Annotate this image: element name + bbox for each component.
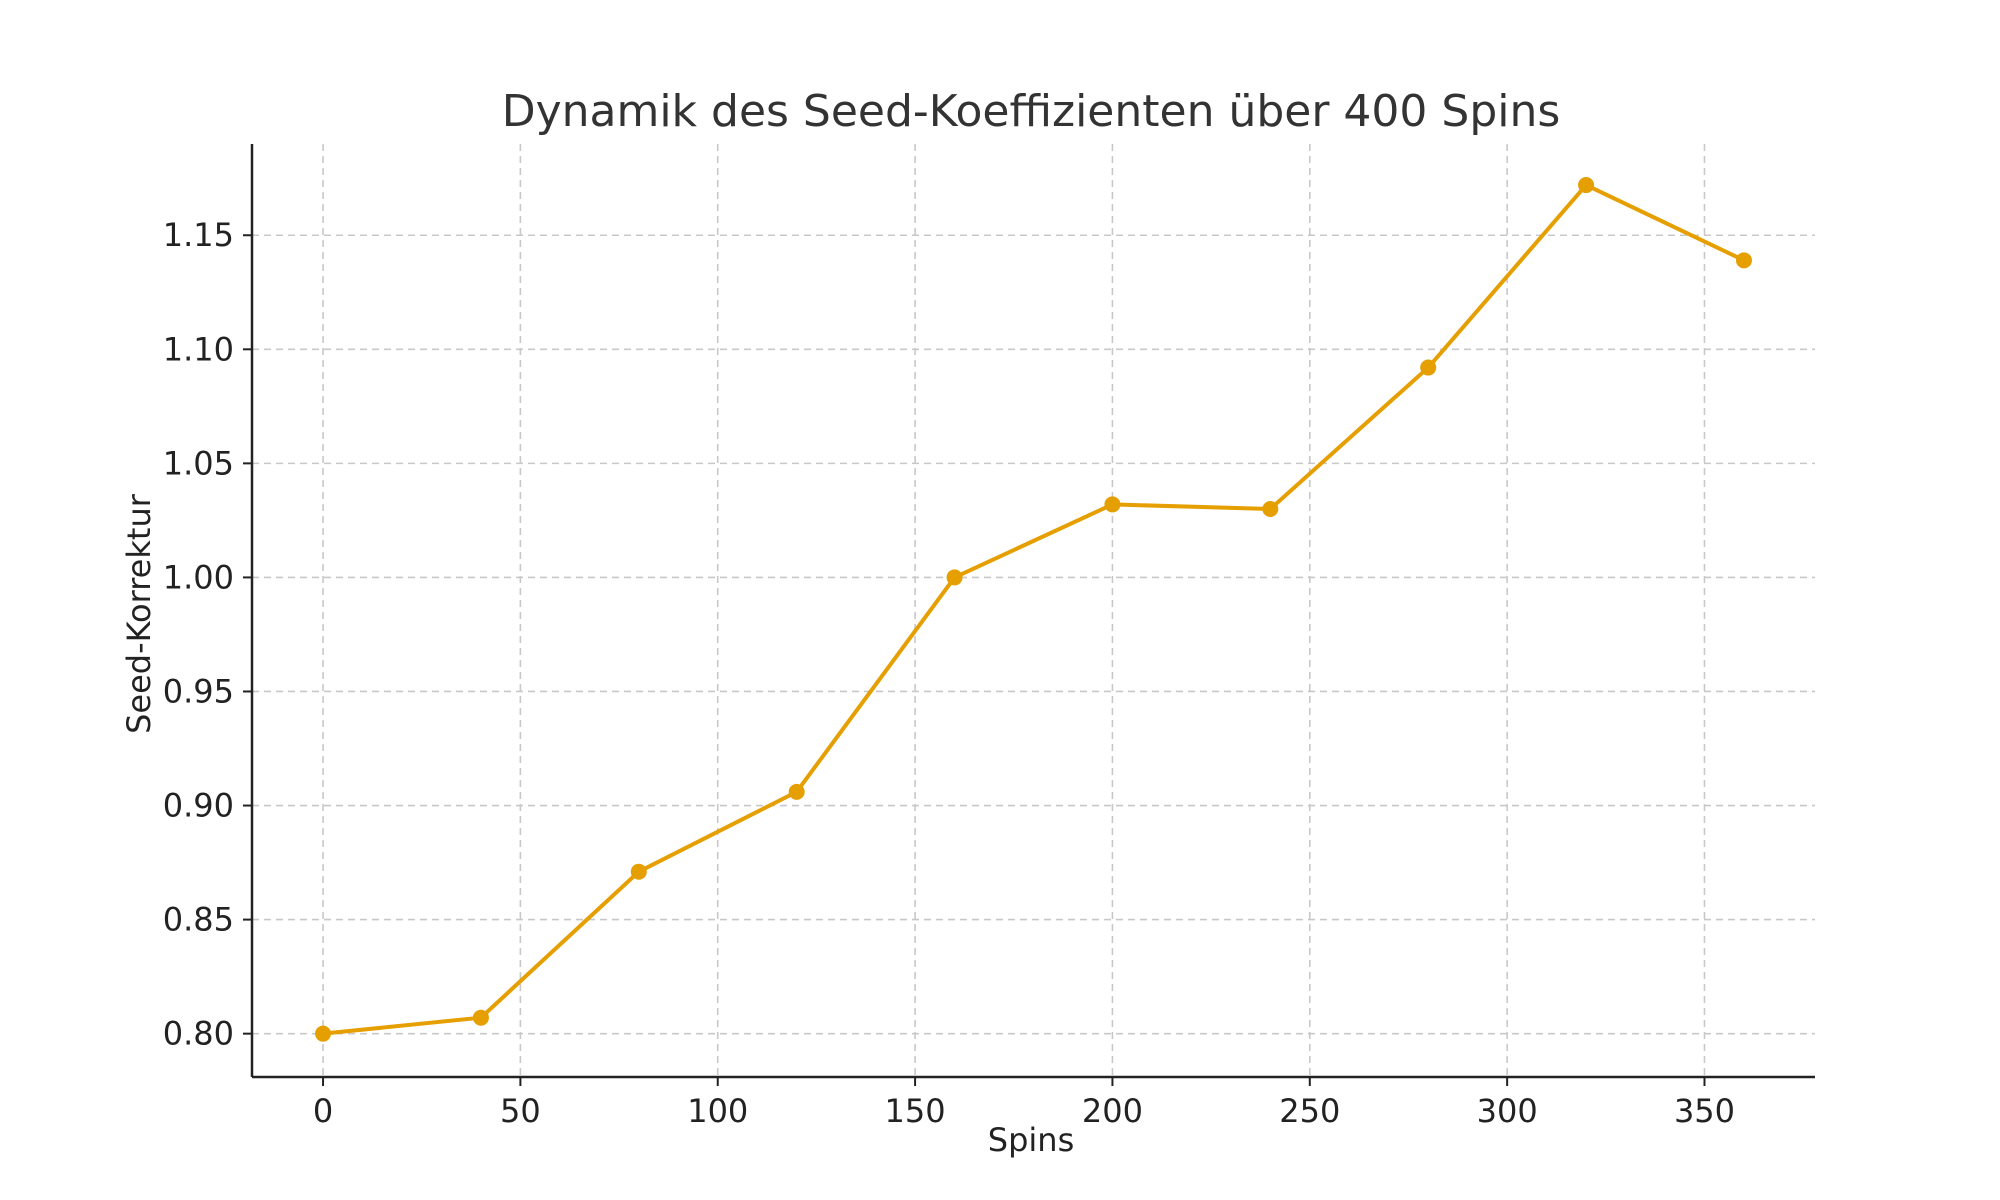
data-point bbox=[788, 783, 805, 800]
y-axis-label: Seed-Korrektur bbox=[120, 493, 158, 734]
data-point bbox=[946, 569, 963, 586]
x-tick-label: 50 bbox=[500, 1092, 541, 1130]
data-point bbox=[630, 863, 647, 880]
y-tick-label: 0.95 bbox=[163, 672, 234, 710]
data-point bbox=[315, 1025, 332, 1042]
y-tick-label: 0.80 bbox=[163, 1015, 234, 1053]
x-tick-label: 200 bbox=[1082, 1092, 1143, 1130]
x-axis-label: Spins bbox=[988, 1121, 1074, 1159]
series-line bbox=[321, 183, 1746, 1036]
y-tick-label: 1.00 bbox=[163, 558, 234, 596]
x-tick-label: 250 bbox=[1279, 1092, 1340, 1130]
y-tick-label: 0.90 bbox=[163, 787, 234, 825]
data-point bbox=[1104, 496, 1121, 513]
ticks: 0 50 100 150 200 250 300 350 0.80 0.85 0.90 0.95 1.0… bbox=[163, 216, 1735, 1130]
y-tick-label: 1.10 bbox=[163, 330, 234, 368]
axes bbox=[250, 144, 1815, 1079]
chart-title: Dynamik des Seed-Koeffizienten über 400 … bbox=[502, 86, 1561, 137]
x-tick-label: 100 bbox=[687, 1092, 748, 1130]
data-point bbox=[1735, 252, 1752, 269]
x-tick-label: 0 bbox=[313, 1092, 333, 1130]
data-point bbox=[472, 1009, 489, 1026]
x-tick-label: 300 bbox=[1477, 1092, 1538, 1130]
y-tick-label: 1.15 bbox=[163, 216, 234, 254]
x-tick-label: 150 bbox=[885, 1092, 946, 1130]
data-point bbox=[1420, 359, 1437, 376]
series bbox=[315, 177, 1752, 1042]
x-tick-label: 350 bbox=[1674, 1092, 1735, 1130]
data-point bbox=[1578, 177, 1595, 194]
y-tick-label: 0.85 bbox=[163, 901, 234, 939]
grid bbox=[252, 144, 1815, 1077]
y-tick-label: 1.05 bbox=[163, 444, 234, 482]
data-point bbox=[1262, 500, 1279, 517]
